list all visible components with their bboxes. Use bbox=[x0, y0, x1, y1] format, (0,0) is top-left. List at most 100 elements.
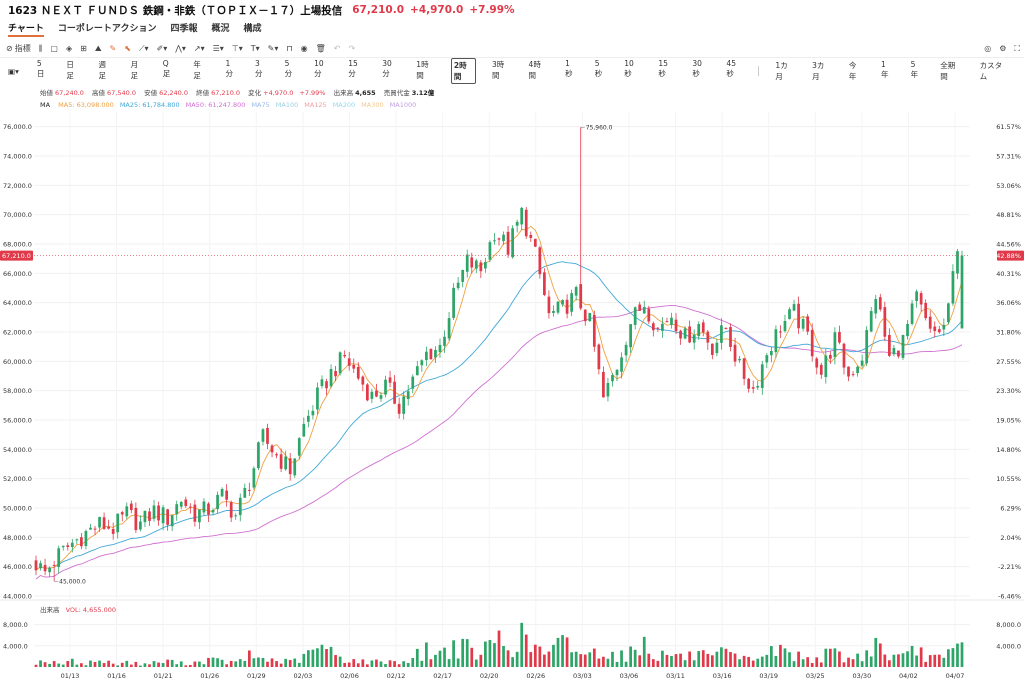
timeframe-interval-9[interactable]: 10分 bbox=[314, 59, 324, 78]
volume-bar bbox=[279, 663, 283, 667]
text-icon[interactable]: T▾ bbox=[250, 44, 260, 53]
volume-bar bbox=[856, 653, 859, 667]
timeframe-interval-3[interactable]: 月足 bbox=[130, 60, 139, 80]
candle-body bbox=[284, 456, 288, 470]
timeframe-range-2[interactable]: 今年 bbox=[848, 61, 857, 81]
timeframe-interval-7[interactable]: 3分 bbox=[255, 59, 263, 78]
candle-body bbox=[175, 504, 179, 515]
timeframe-interval-18[interactable]: 10秒 bbox=[624, 59, 634, 78]
volume-bar bbox=[878, 643, 882, 667]
timeframe-interval-16[interactable]: 1秒 bbox=[565, 59, 573, 78]
layers-icon[interactable]: ◈ bbox=[65, 44, 73, 53]
timeframe-interval-0[interactable]: 5日 bbox=[36, 59, 45, 78]
ma-legend-item-8[interactable]: MA1000 bbox=[389, 101, 417, 109]
ma-legend-item-6[interactable]: MA200 bbox=[332, 101, 356, 109]
volume-bar bbox=[651, 659, 655, 667]
volume-bar bbox=[80, 663, 83, 667]
timeframe-interval-14[interactable]: 3時間 bbox=[491, 60, 505, 80]
timeframe-interval-20[interactable]: 30秒 bbox=[692, 59, 702, 78]
timeframe-range-3[interactable]: 1年 bbox=[881, 60, 889, 79]
tab-corporate-action[interactable]: コーポレートアクション bbox=[57, 24, 157, 34]
timeframe-interval-8[interactable]: 5分 bbox=[284, 59, 293, 78]
pct-tick-label: -2.21% bbox=[998, 563, 1021, 571]
fullscreen-icon[interactable]: ⛶ bbox=[1014, 43, 1020, 53]
tab-shikiho[interactable]: 四季報 bbox=[170, 24, 198, 34]
candle-type-icon[interactable]: ⫼ bbox=[38, 43, 43, 53]
pattern-icon[interactable]: ⋀▾ bbox=[175, 44, 186, 53]
candle-body bbox=[98, 516, 101, 528]
magnet-icon[interactable]: ⊓ bbox=[286, 44, 293, 53]
compare-icon[interactable]: ⊞ bbox=[80, 44, 87, 53]
volume-bar bbox=[202, 664, 206, 667]
timeframe-interval-19[interactable]: 15秒 bbox=[658, 59, 668, 78]
timeframe-range-5[interactable]: 全期間 bbox=[940, 61, 956, 81]
timeframe-interval-21[interactable]: 45秒 bbox=[726, 59, 736, 78]
candle-body bbox=[479, 262, 483, 272]
candle-body bbox=[170, 515, 174, 527]
x-tick-label: 01/29 bbox=[247, 672, 266, 680]
timeframe-interval-4[interactable]: Q足 bbox=[162, 59, 171, 78]
ma-legend-item-1[interactable]: MA25: 61,784.800 bbox=[119, 101, 180, 109]
annotation-icon[interactable]: ✎▾ bbox=[267, 44, 279, 53]
candle-body bbox=[624, 344, 628, 356]
timeframe-range-1[interactable]: 3カ月 bbox=[812, 61, 825, 81]
timeframe-range-6[interactable]: カスタム bbox=[979, 61, 1003, 81]
candle-body bbox=[84, 531, 88, 546]
candle-body bbox=[139, 521, 142, 530]
trash-icon[interactable]: 🗑 bbox=[315, 44, 326, 53]
timeframe-menu-icon[interactable]: ▣▾ bbox=[8, 66, 19, 76]
ma-legend-item-5[interactable]: MA125 bbox=[304, 101, 327, 109]
rectangle-icon[interactable]: ▢ bbox=[50, 44, 58, 53]
tab-overview[interactable]: 概況 bbox=[211, 24, 230, 34]
x-tick-label: 01/26 bbox=[200, 672, 219, 680]
timeframe-interval-15[interactable]: 4時間 bbox=[528, 60, 541, 80]
timeframe-interval-17[interactable]: 5秒 bbox=[594, 59, 603, 78]
candle-body bbox=[574, 287, 578, 296]
ma-legend-item-7[interactable]: MA300 bbox=[361, 101, 384, 109]
timeframe-range-0[interactable]: 1カ月 bbox=[775, 61, 788, 81]
timeframe-interval-5[interactable]: 年足 bbox=[193, 60, 201, 80]
ma-legend-item-2[interactable]: MA50: 61,247.800 bbox=[185, 101, 246, 109]
timeframe-range-4[interactable]: 5年 bbox=[910, 60, 919, 79]
ma-legend-item-4[interactable]: MA100 bbox=[275, 101, 299, 109]
volume-bar bbox=[89, 660, 92, 667]
ma-legend-item-3[interactable]: MA75 bbox=[251, 101, 270, 109]
volume-bar bbox=[847, 657, 850, 667]
ray-icon[interactable]: ↗▾ bbox=[193, 44, 205, 53]
x-tick-label: 02/20 bbox=[480, 672, 499, 680]
eye-icon[interactable]: ◉ bbox=[300, 44, 308, 53]
cursor-icon[interactable]: ⬉ bbox=[124, 44, 131, 53]
timeframe-interval-13[interactable]: 2時間 bbox=[450, 58, 476, 84]
volume-bar bbox=[111, 663, 115, 667]
brush-icon[interactable]: ✐▾ bbox=[156, 44, 168, 53]
timeframe-interval-10[interactable]: 15分 bbox=[348, 59, 358, 78]
timeframe-interval-12[interactable]: 1時間 bbox=[416, 60, 429, 80]
camera-icon[interactable]: ◎ bbox=[984, 43, 992, 53]
pencil-icon[interactable]: ✎ bbox=[109, 44, 117, 53]
measure-icon[interactable]: ⊤▾ bbox=[231, 44, 243, 53]
tab-chart[interactable]: チャート bbox=[8, 21, 44, 37]
fib-icon[interactable]: ☰▾ bbox=[212, 44, 224, 53]
redo-icon[interactable]: ↷ bbox=[348, 44, 356, 53]
settings-icon[interactable]: ⚙ bbox=[999, 43, 1007, 53]
timeframe-interval-1[interactable]: 日足 bbox=[66, 60, 74, 80]
candle-body bbox=[347, 358, 351, 366]
timeframe-interval-2[interactable]: 週足 bbox=[98, 60, 107, 80]
indicator-button[interactable]: ⊘ 指標 bbox=[6, 44, 31, 53]
ma-legend-item-0[interactable]: MA5: 63,098.000 bbox=[58, 101, 114, 109]
volume-bar bbox=[774, 655, 778, 667]
candle-body bbox=[906, 324, 909, 337]
undo-icon[interactable]: ↶ bbox=[333, 44, 341, 53]
low-label: 安値 bbox=[144, 89, 158, 97]
candle-body bbox=[602, 371, 605, 398]
trendline-icon[interactable]: ⟋▾ bbox=[138, 43, 149, 53]
x-tick-label: 03/03 bbox=[573, 672, 592, 680]
timeframe-interval-11[interactable]: 30分 bbox=[382, 59, 392, 78]
tab-composition[interactable]: 構成 bbox=[243, 24, 262, 34]
ma5-line bbox=[35, 225, 963, 571]
timeframe-interval-6[interactable]: 1分 bbox=[225, 59, 233, 78]
candle-body bbox=[243, 487, 247, 498]
chart-style-icon[interactable]: ⛰ bbox=[94, 43, 102, 53]
volume-bar bbox=[420, 660, 424, 667]
candle-body bbox=[674, 319, 678, 332]
